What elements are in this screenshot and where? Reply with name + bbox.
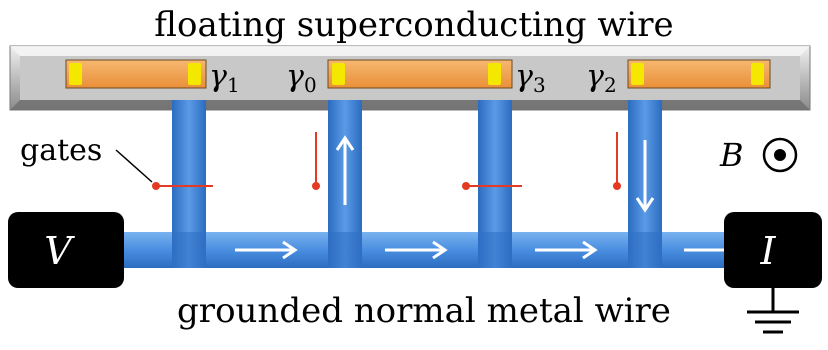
connector-4 <box>628 100 662 268</box>
gates <box>152 132 621 190</box>
majorana-end <box>69 63 82 85</box>
flow-arrow-icon <box>635 140 655 213</box>
majorana-end <box>488 63 501 85</box>
voltage-label: V <box>44 229 75 273</box>
majorana-end <box>188 63 201 85</box>
gates-leader <box>115 149 153 183</box>
majorana-label-1: γ1 <box>209 59 240 97</box>
flow-arrow-icon <box>235 240 298 260</box>
title: floating superconducting wire <box>154 5 673 45</box>
flow-arrow-icon <box>335 135 355 205</box>
majorana-end <box>332 63 345 85</box>
voltage-terminal: V <box>8 212 124 288</box>
majorana-label-3: γ3 <box>515 59 546 97</box>
gate-4 <box>613 132 621 190</box>
current-terminal: I <box>724 212 822 288</box>
bottom-label: grounded normal metal wire <box>177 291 671 331</box>
connector-1 <box>172 100 206 268</box>
gate-3 <box>462 182 522 190</box>
field-out-of-page-icon <box>762 137 798 173</box>
flow-arrow-icon <box>385 240 448 260</box>
gates-label: gates <box>20 133 102 168</box>
field-label: B <box>719 136 744 174</box>
majorana-end <box>751 63 764 85</box>
island-middle <box>327 59 513 89</box>
gate-2 <box>312 132 320 190</box>
majorana-end <box>631 63 644 85</box>
current-label: I <box>759 229 776 273</box>
majorana-label-0: γ0 <box>286 59 317 97</box>
gate-1 <box>152 182 213 190</box>
ground-icon <box>747 288 799 334</box>
flow-arrow-icon <box>535 240 598 260</box>
majorana-label-2: γ2 <box>586 59 617 97</box>
island-right <box>627 59 771 89</box>
connector-3 <box>478 100 512 268</box>
island-left <box>65 59 207 89</box>
